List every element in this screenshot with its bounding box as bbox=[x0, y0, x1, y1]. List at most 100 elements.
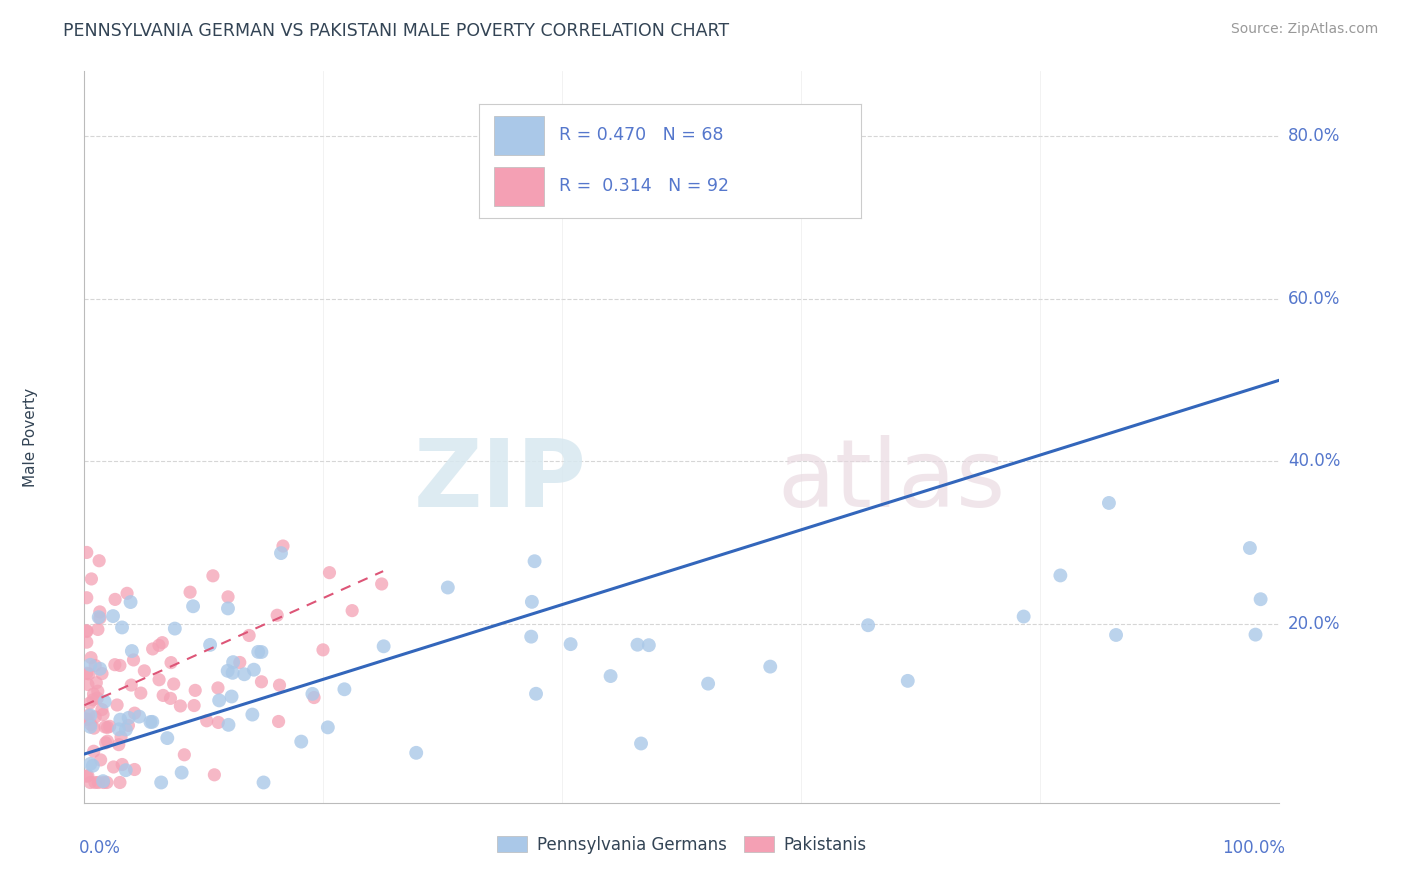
Point bbox=[302, 690, 325, 705]
Point bbox=[630, 737, 652, 751]
Point bbox=[101, 609, 124, 624]
Point bbox=[83, 744, 105, 758]
Point bbox=[111, 620, 134, 634]
Point bbox=[79, 657, 101, 672]
Point bbox=[1239, 541, 1261, 555]
Text: 40.0%: 40.0% bbox=[1288, 452, 1340, 470]
Point bbox=[91, 666, 114, 681]
Text: 0.0%: 0.0% bbox=[79, 839, 121, 857]
Point bbox=[218, 718, 240, 732]
Point bbox=[89, 605, 111, 619]
Point bbox=[312, 643, 335, 657]
Point bbox=[76, 769, 98, 783]
Point bbox=[91, 774, 114, 789]
Point bbox=[152, 689, 174, 703]
Point bbox=[90, 702, 112, 716]
Point bbox=[221, 690, 243, 704]
Point bbox=[79, 756, 101, 771]
Point bbox=[96, 775, 118, 789]
Point bbox=[89, 611, 111, 625]
Point bbox=[80, 717, 103, 731]
Point bbox=[83, 687, 105, 701]
Point bbox=[107, 738, 129, 752]
Point bbox=[89, 662, 111, 676]
Point bbox=[856, 618, 879, 632]
Point bbox=[148, 673, 170, 687]
Point bbox=[76, 666, 98, 681]
Point bbox=[156, 731, 179, 745]
Point bbox=[134, 664, 156, 678]
Point bbox=[148, 638, 170, 652]
Point bbox=[318, 566, 340, 580]
Point bbox=[79, 708, 101, 723]
Point bbox=[160, 656, 183, 670]
Point bbox=[124, 763, 146, 777]
Point bbox=[405, 746, 427, 760]
Point bbox=[111, 757, 134, 772]
Point bbox=[76, 624, 98, 638]
Text: Source: ZipAtlas.com: Source: ZipAtlas.com bbox=[1230, 22, 1378, 37]
Point bbox=[76, 624, 98, 639]
Point bbox=[198, 638, 221, 652]
Point bbox=[163, 622, 186, 636]
Point bbox=[207, 681, 229, 695]
Point bbox=[250, 645, 273, 659]
Text: 60.0%: 60.0% bbox=[1288, 290, 1340, 308]
Point bbox=[76, 545, 98, 559]
Point bbox=[77, 708, 100, 723]
Point bbox=[117, 718, 139, 732]
Point bbox=[83, 721, 105, 735]
Point bbox=[217, 590, 239, 604]
Point bbox=[110, 730, 132, 744]
Point bbox=[82, 693, 104, 707]
Point bbox=[76, 769, 98, 783]
Point bbox=[76, 591, 98, 605]
Point bbox=[84, 710, 107, 724]
Point bbox=[316, 720, 339, 734]
Point bbox=[87, 684, 110, 698]
Point bbox=[115, 586, 138, 600]
Text: 100.0%: 100.0% bbox=[1222, 839, 1285, 857]
Text: PENNSYLVANIA GERMAN VS PAKISTANI MALE POVERTY CORRELATION CHART: PENNSYLVANIA GERMAN VS PAKISTANI MALE PO… bbox=[63, 22, 730, 40]
Point bbox=[121, 644, 143, 658]
Point bbox=[108, 775, 131, 789]
Point bbox=[202, 768, 225, 782]
Point bbox=[103, 760, 125, 774]
Point bbox=[84, 658, 107, 673]
Point bbox=[117, 711, 139, 725]
Point bbox=[233, 667, 256, 681]
Point bbox=[163, 677, 186, 691]
Point bbox=[104, 592, 127, 607]
Point bbox=[76, 712, 98, 726]
Point bbox=[76, 713, 98, 727]
Point bbox=[142, 642, 165, 657]
Point bbox=[108, 723, 131, 737]
Point bbox=[1244, 627, 1267, 641]
Legend: Pennsylvania Germans, Pakistanis: Pennsylvania Germans, Pakistanis bbox=[491, 829, 873, 860]
Point bbox=[93, 775, 115, 789]
Point bbox=[87, 610, 110, 624]
Point bbox=[333, 682, 356, 697]
Point bbox=[150, 635, 173, 649]
Text: Male Poverty: Male Poverty bbox=[22, 387, 38, 487]
Point bbox=[270, 546, 292, 560]
Point bbox=[243, 663, 266, 677]
Point bbox=[1049, 568, 1071, 582]
Point bbox=[115, 723, 138, 737]
Point bbox=[524, 687, 547, 701]
Point bbox=[599, 669, 621, 683]
Point bbox=[250, 674, 273, 689]
Point bbox=[94, 736, 117, 750]
Point bbox=[128, 709, 150, 723]
Point bbox=[1098, 496, 1121, 510]
Point bbox=[89, 554, 111, 568]
Point bbox=[77, 677, 100, 691]
Point bbox=[266, 608, 288, 623]
Point bbox=[129, 686, 152, 700]
Point bbox=[122, 653, 145, 667]
Point bbox=[229, 656, 252, 670]
Point bbox=[1250, 592, 1272, 607]
Point bbox=[77, 667, 100, 681]
Point bbox=[181, 599, 204, 614]
Point bbox=[437, 581, 460, 595]
